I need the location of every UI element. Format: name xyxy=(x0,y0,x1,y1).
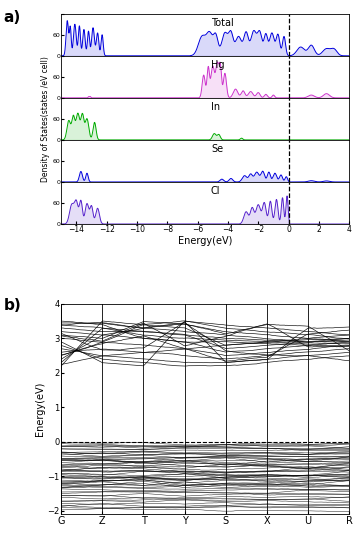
Y-axis label: Energy(eV): Energy(eV) xyxy=(35,382,45,436)
Text: Cl: Cl xyxy=(211,186,220,196)
Text: Total: Total xyxy=(211,18,234,28)
Text: Se: Se xyxy=(211,144,223,154)
Text: a): a) xyxy=(4,10,21,25)
Y-axis label: Density of States(states /eV cell): Density of States(states /eV cell) xyxy=(41,56,50,182)
Text: b): b) xyxy=(4,298,21,312)
X-axis label: Energy(eV): Energy(eV) xyxy=(178,236,233,246)
Text: Hg: Hg xyxy=(211,60,225,70)
Text: In: In xyxy=(211,102,220,112)
